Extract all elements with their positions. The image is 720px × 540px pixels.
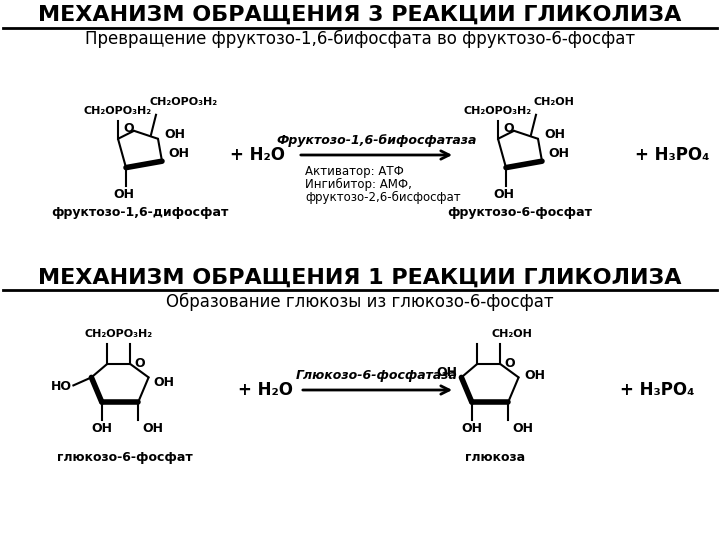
Text: O: O <box>504 122 514 136</box>
Text: CH₂OPO₃H₂: CH₂OPO₃H₂ <box>85 329 153 339</box>
Text: Фруктозо-1,6-бифосфатаза: Фруктозо-1,6-бифосфатаза <box>276 134 477 147</box>
Text: МЕХАНИЗМ ОБРАЩЕНИЯ 3 РЕАКЦИИ ГЛИКОЛИЗА: МЕХАНИЗМ ОБРАЩЕНИЯ 3 РЕАКЦИИ ГЛИКОЛИЗА <box>38 5 682 25</box>
Text: OH: OH <box>512 422 534 435</box>
Text: OH: OH <box>462 422 482 435</box>
Text: фруктозо-2,6-бисфосфат: фруктозо-2,6-бисфосфат <box>305 191 461 204</box>
Text: CH₂OH: CH₂OH <box>491 329 532 339</box>
Text: Образование глюкозы из глюкозо-6-фосфат: Образование глюкозы из глюкозо-6-фосфат <box>166 293 554 311</box>
Text: OH: OH <box>168 147 189 160</box>
Text: OH: OH <box>544 129 565 141</box>
Text: OH: OH <box>91 422 112 435</box>
Text: OH: OH <box>153 376 174 389</box>
Text: HO: HO <box>50 380 71 393</box>
Text: CH₂OPO₃H₂: CH₂OPO₃H₂ <box>84 106 152 116</box>
Text: OH: OH <box>164 129 185 141</box>
Text: CH₂OPO₃H₂: CH₂OPO₃H₂ <box>150 97 218 107</box>
Text: CH₂OPO₃H₂: CH₂OPO₃H₂ <box>464 106 532 116</box>
Text: фруктозо-1,6-дифосфат: фруктозо-1,6-дифосфат <box>51 206 229 219</box>
Text: OH: OH <box>142 422 163 435</box>
Text: + H₂O: + H₂O <box>230 146 286 164</box>
Text: OH: OH <box>436 366 457 379</box>
Text: + H₂O: + H₂O <box>238 381 292 399</box>
Text: + H₃PO₄: + H₃PO₄ <box>635 146 709 164</box>
Text: Активатор: АТФ: Активатор: АТФ <box>305 165 404 178</box>
Text: CH₂OH: CH₂OH <box>534 97 575 107</box>
Text: Превращение фруктозо-1,6-бифосфата во фруктозо-6-фосфат: Превращение фруктозо-1,6-бифосфата во фр… <box>85 30 635 48</box>
Text: Глюкозо-6-фосфатаза: Глюкозо-6-фосфатаза <box>296 369 458 382</box>
Text: глюкоза: глюкоза <box>465 451 525 464</box>
Text: + H₃PO₄: + H₃PO₄ <box>620 381 695 399</box>
Text: глюкозо-6-фосфат: глюкозо-6-фосфат <box>57 451 193 464</box>
Text: OH: OH <box>548 147 569 160</box>
Text: Ингибитор: АМФ,: Ингибитор: АМФ, <box>305 178 412 191</box>
Text: OH: OH <box>114 187 135 200</box>
Text: OH: OH <box>493 187 515 200</box>
Text: OH: OH <box>525 369 546 382</box>
Text: O: O <box>504 357 515 370</box>
Text: O: O <box>134 357 145 370</box>
Text: O: O <box>124 122 135 136</box>
Text: фруктозо-6-фосфат: фруктозо-6-фосфат <box>448 206 593 219</box>
Text: МЕХАНИЗМ ОБРАЩЕНИЯ 1 РЕАКЦИИ ГЛИКОЛИЗА: МЕХАНИЗМ ОБРАЩЕНИЯ 1 РЕАКЦИИ ГЛИКОЛИЗА <box>38 268 682 288</box>
